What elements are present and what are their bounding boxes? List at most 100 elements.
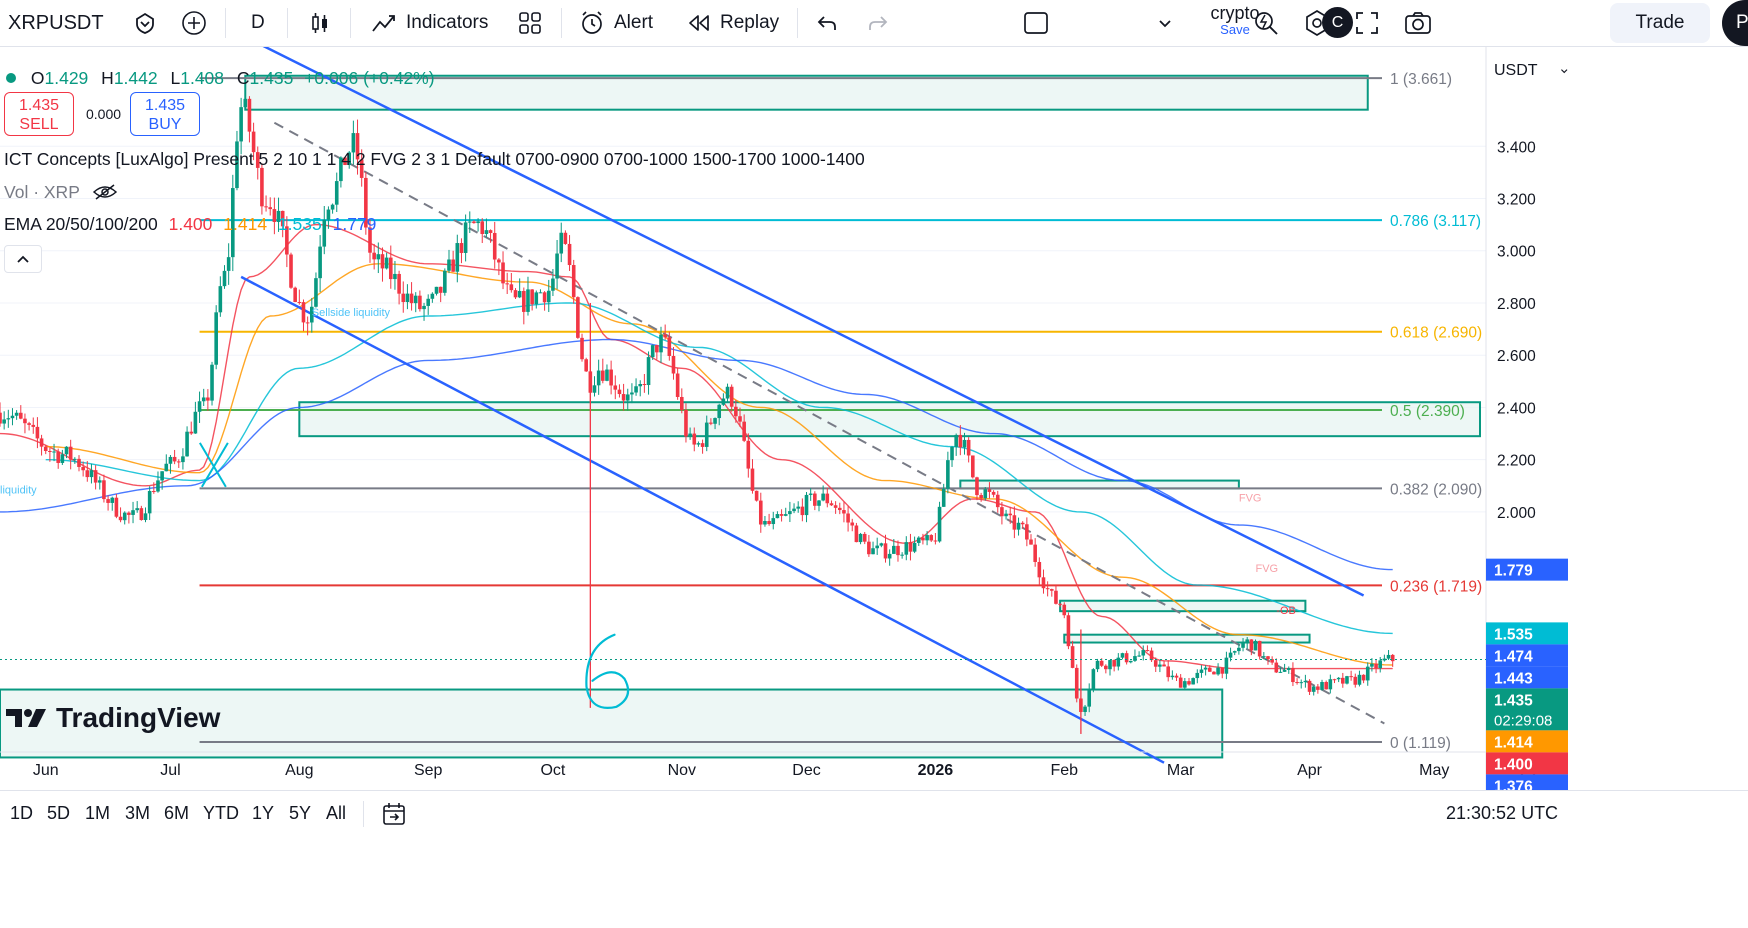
volume-indicator-legend[interactable]: Vol · XRP [4, 182, 118, 203]
time-tick-label: Sep [414, 762, 443, 779]
publish-button[interactable]: Pu [1722, 0, 1748, 46]
layout-menu-chevron-icon[interactable] [1157, 0, 1173, 46]
range-all-button[interactable]: All [326, 803, 347, 823]
candle-body [584, 359, 588, 372]
time-axis: Jun Jul Aug Sep Oct Nov Dec 2026 Feb Mar Apr May [0, 751, 1537, 779]
range-ytd-button[interactable]: YTD [203, 803, 239, 823]
candle-body [405, 293, 410, 303]
layout-name: crypto [1210, 3, 1260, 23]
candle-body [201, 397, 206, 402]
candle-body [89, 470, 94, 478]
candle-body [908, 542, 913, 552]
candle-body [713, 418, 717, 424]
snapshot-camera-icon[interactable] [1403, 0, 1433, 46]
candle-body [850, 522, 855, 526]
candle-body [18, 412, 23, 419]
range-3m-button[interactable]: 3M [125, 803, 151, 823]
candle-body [285, 226, 289, 255]
candle-body [771, 518, 776, 525]
candle-body [210, 364, 214, 401]
candle-body [364, 177, 368, 228]
ict-indicator-legend[interactable]: ICT Concepts [LuxAlgo] Present 5 2 10 1 … [4, 149, 865, 169]
candle-body [692, 433, 697, 445]
alert-button[interactable]: Alert [578, 0, 653, 46]
candle-body [542, 292, 547, 303]
candle-body [1170, 675, 1175, 678]
candle-body [1049, 589, 1054, 591]
layout-save-button[interactable]: crypto Save [1185, 3, 1285, 43]
layout-grid-icon[interactable] [517, 0, 543, 46]
settings-gear-icon[interactable] [1303, 0, 1331, 46]
candle-style-icon[interactable] [307, 0, 333, 46]
candle-body [160, 471, 164, 481]
candle-body [1378, 660, 1383, 669]
candle-body [609, 369, 613, 386]
watchlist-flag-icon[interactable] [132, 0, 158, 46]
candle-body [650, 345, 655, 358]
candle-body [1349, 676, 1353, 678]
sell-button[interactable]: 1.435 SELL [4, 92, 74, 136]
range-5d-button[interactable]: 5D [47, 803, 71, 823]
redo-icon[interactable] [866, 0, 890, 46]
symbol-search[interactable]: XRPUSDT [8, 11, 104, 34]
undo-icon[interactable] [815, 0, 839, 46]
candle-body [1000, 507, 1004, 517]
candle-body [10, 415, 15, 419]
rewind-icon [689, 15, 709, 31]
buy-label: BUY [148, 116, 182, 133]
candle-body [426, 298, 431, 306]
quick-search-icon[interactable] [1252, 0, 1280, 46]
candle-body [1166, 666, 1171, 678]
candle-body [156, 480, 160, 492]
candle-body [783, 514, 788, 516]
candle-body [596, 370, 601, 386]
fullscreen-toggle-icon[interactable] [1022, 0, 1050, 46]
candle-body [102, 480, 106, 500]
range-6m-button[interactable]: 6M [164, 803, 190, 823]
candle-body [314, 278, 318, 307]
range-1d-button[interactable]: 1D [10, 803, 34, 823]
candle-body [330, 204, 335, 210]
candle-body [991, 491, 996, 495]
range-5y-button[interactable]: 5Y [289, 803, 312, 823]
buy-button[interactable]: 1.435 BUY [130, 92, 200, 136]
zones-layer [0, 74, 1482, 759]
candle-body [463, 222, 468, 253]
range-1y-button[interactable]: 1Y [252, 803, 275, 823]
hidden-eye-icon[interactable] [92, 183, 118, 201]
candle-body [1083, 706, 1087, 712]
candle-body [721, 398, 726, 405]
ohlc-close-key: C [236, 68, 250, 88]
go-to-date-icon[interactable] [381, 801, 407, 827]
candle-body [106, 499, 110, 503]
candle-body [875, 545, 879, 549]
price-label-value: 1.779 [1494, 563, 1533, 580]
interval-selector[interactable]: D [251, 12, 265, 33]
price-label-value: 1.414 [1494, 734, 1533, 751]
compare-symbol-icon[interactable] [180, 0, 208, 46]
collapse-legend-button[interactable] [4, 245, 42, 273]
fullscreen-icon[interactable] [1354, 0, 1380, 46]
candle-body [1307, 680, 1312, 692]
candle-body [1174, 675, 1179, 678]
time-tick-label: Aug [285, 762, 313, 779]
chart-legend: O1.429 H1.442 L1.408 C1.435 +0.006 (+0.4… [0, 58, 1000, 308]
price-chart[interactable]: 1 (3.661) 0.786 (3.117) 0.618 (2.690) 0.5 (… [0, 47, 1748, 790]
tradingview-logo[interactable]: TradingView [6, 702, 220, 734]
candle-body [31, 424, 36, 427]
ema-indicator-legend[interactable]: EMA 20/50/100/200 1.400 1.414 1.535 1.77… [4, 214, 376, 235]
candle-body [530, 289, 534, 305]
utc-clock[interactable]: 21:30:52 UTC [1446, 803, 1559, 823]
candle-body [813, 493, 817, 506]
candle-body [725, 386, 730, 399]
candle-body [704, 422, 709, 447]
replay-button[interactable]: Replay [686, 0, 779, 46]
candle-body [176, 461, 181, 463]
price-tick-label: 3.000 [1497, 244, 1536, 261]
range-1m-button[interactable]: 1M [85, 803, 111, 823]
chart-annotation: FVG [1239, 492, 1262, 504]
trade-button[interactable]: Trade [1610, 3, 1710, 43]
candle-body [459, 243, 464, 253]
indicators-button[interactable]: Indicators [370, 0, 488, 46]
currency-selector[interactable]: USDT [1486, 56, 1568, 86]
